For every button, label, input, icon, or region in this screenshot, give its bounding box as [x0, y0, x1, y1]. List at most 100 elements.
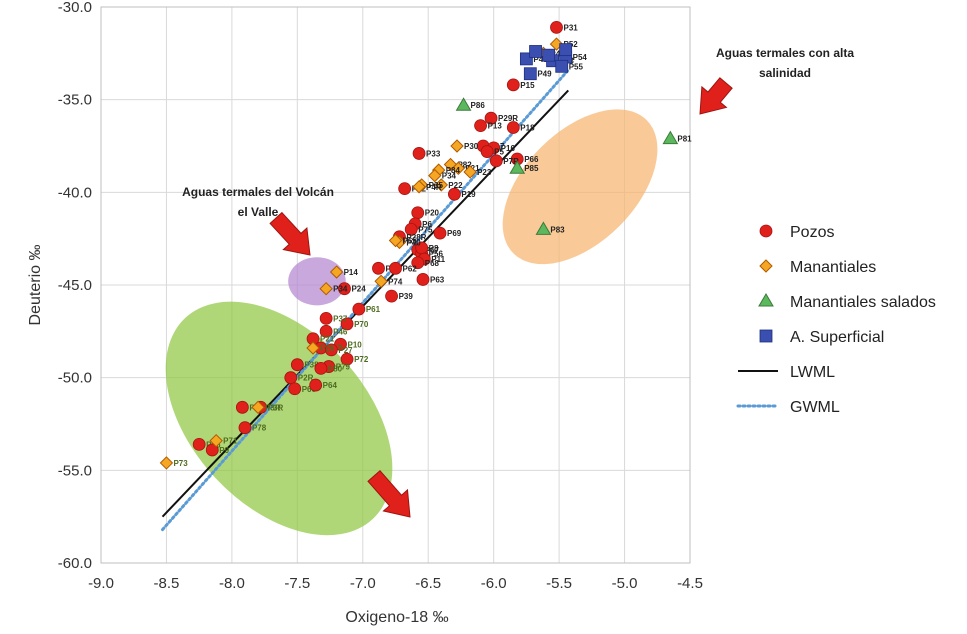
data-point-circle — [506, 78, 520, 92]
point-label: P34 — [442, 172, 457, 181]
point-label: P85 — [524, 164, 539, 173]
y-tick-label: -50.0 — [58, 370, 92, 387]
data-point-diamond — [209, 433, 223, 448]
point-label: P23 — [477, 168, 492, 177]
legend-swatch-square — [759, 329, 773, 343]
legend-swatch-triangle — [758, 293, 774, 307]
y-tick-label: -35.0 — [58, 92, 92, 109]
x-tick-label: -6.0 — [481, 575, 507, 592]
point-label: P46 — [333, 327, 348, 336]
annotations: Aguas termales con alta salinidad Aguas te… — [182, 46, 854, 518]
point-label: P6 — [422, 220, 432, 229]
data-point-diamond — [306, 341, 320, 355]
data-point-circle — [480, 145, 494, 158]
x-tick-label: -6.5 — [415, 575, 441, 592]
data-point-circle — [404, 222, 418, 236]
point-label: P19 — [461, 190, 476, 199]
data-point-circle — [319, 311, 333, 325]
x-tick-label: -5.0 — [612, 575, 638, 592]
point-label: P33 — [426, 149, 441, 158]
data-point-circle — [398, 182, 412, 196]
data-point-circle — [290, 358, 304, 372]
point-label: P70 — [354, 320, 369, 329]
data-point-circle — [550, 20, 563, 34]
point-label: P9 — [219, 446, 229, 455]
x-tick-label: -7.5 — [284, 575, 310, 592]
point-label: P20 — [425, 209, 440, 218]
annot-volcan-valle: Aguas termales del Volcán — [182, 185, 334, 199]
data-point-circle — [238, 421, 252, 435]
annot-volcan-valle-line2: el Valle — [238, 205, 279, 219]
point-label: P28R — [406, 233, 426, 242]
point-label: P34 — [333, 285, 348, 294]
data-point-square — [523, 67, 537, 81]
data-point-square — [559, 43, 573, 57]
point-label: P11 — [431, 255, 445, 264]
point-label: P8 — [429, 244, 439, 253]
point-label: P79 — [336, 363, 351, 372]
legend-label: GWML — [790, 399, 840, 416]
data-point-circle — [506, 121, 520, 134]
point-label: P64 — [323, 381, 338, 390]
point-label: P7R — [503, 157, 519, 166]
point-label: P38 — [304, 361, 319, 370]
point-label: P82 — [457, 161, 472, 170]
data-point-circle — [416, 273, 430, 286]
data-point-diamond — [412, 180, 426, 194]
data-point-diamond — [374, 274, 388, 289]
x-tick-label: -9.0 — [88, 575, 114, 592]
point-label: P42 — [550, 49, 565, 58]
data-point-circle — [489, 154, 503, 168]
data-point-square — [529, 45, 542, 58]
x-tick-label: -7.0 — [350, 575, 376, 592]
point-label: P37 — [333, 314, 348, 323]
point-label: P72 — [354, 355, 369, 364]
data-point-circle — [309, 378, 323, 392]
orange-zone — [502, 109, 658, 265]
point-label: P40 — [406, 238, 421, 247]
point-label: P81 — [677, 135, 692, 144]
data-point-diamond — [434, 178, 449, 192]
point-label: P18 — [520, 123, 535, 132]
data-point-circle — [372, 261, 385, 275]
data-point-diamond — [251, 400, 265, 415]
legend-label: A. Superficial — [790, 329, 884, 346]
point-label: P61 — [366, 305, 381, 314]
data-point-circle — [324, 343, 338, 357]
legend: Pozos Manantiales Manantiales salados A. Su… — [736, 224, 936, 416]
point-label: P2R — [298, 374, 314, 383]
point-label: P78 — [252, 424, 267, 433]
annot-alta-salinidad: Aguas termales con alta — [716, 46, 854, 60]
y-tick-label: -55.0 — [58, 462, 92, 479]
point-label: P86 — [471, 101, 486, 110]
x-tick-label: -8.5 — [154, 575, 180, 592]
data-point-triangle — [535, 221, 552, 235]
point-label: P80 — [328, 364, 343, 373]
point-label: P24 — [351, 285, 366, 294]
point-label: P14 — [344, 268, 359, 277]
data-point-diamond — [450, 139, 464, 153]
point-label: P5 — [494, 148, 504, 157]
data-point-circle — [284, 371, 298, 385]
legend-label: Manantiales — [790, 259, 876, 276]
data-point-circle — [474, 119, 487, 133]
data-point-diamond — [428, 168, 442, 183]
data-point-circle — [319, 324, 333, 338]
data-point-diamond — [329, 265, 344, 279]
y-tick-label: -45.0 — [58, 277, 92, 294]
data-point-triangle — [455, 97, 472, 111]
x-tick-label: -8.0 — [219, 575, 245, 592]
point-label: P71 — [223, 437, 238, 446]
point-label: P13 — [488, 122, 503, 131]
x-tick-label: -4.5 — [677, 575, 703, 592]
data-point-circle — [411, 256, 425, 270]
point-label: P16 — [501, 144, 516, 153]
legend-label: Manantiales salados — [790, 294, 936, 311]
data-point-circle — [340, 352, 354, 366]
point-label: P54 — [573, 53, 588, 62]
data-point-triangle — [509, 160, 526, 174]
data-point-circle — [385, 289, 398, 303]
data-point-circle — [447, 187, 461, 201]
data-point-circle — [433, 226, 447, 240]
point-label: P83 — [550, 225, 565, 234]
